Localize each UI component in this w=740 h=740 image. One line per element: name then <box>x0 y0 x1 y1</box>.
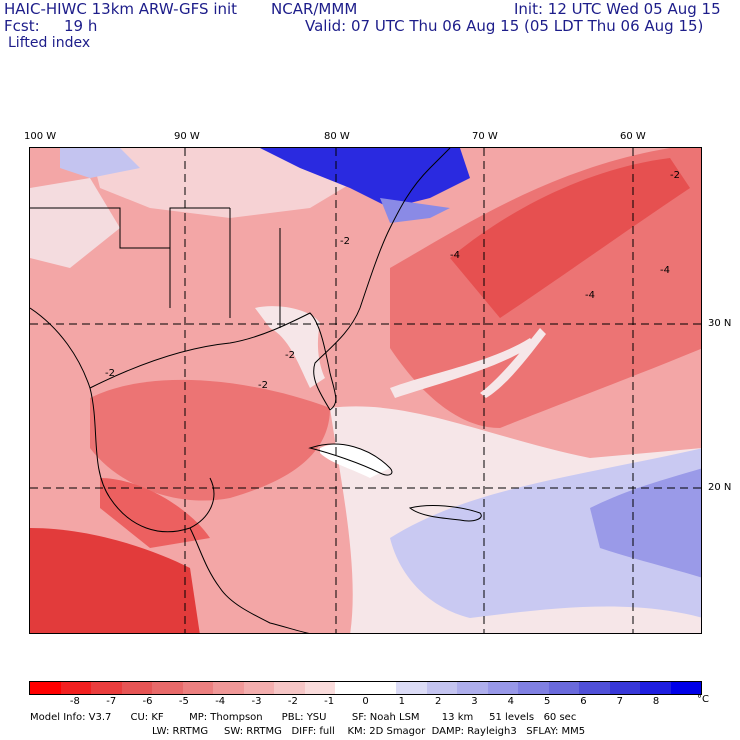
colorbar-segment <box>60 682 91 694</box>
colorbar-segment <box>670 682 701 694</box>
colorbar-segment <box>365 682 396 694</box>
forecast-label: Fcst: <box>4 17 40 35</box>
colorbar-segment <box>518 682 549 694</box>
colorbar-segment <box>243 682 274 694</box>
forecast-hour: 19 h <box>64 17 98 35</box>
hispaniola-outline <box>408 505 482 522</box>
agency-label: NCAR/MMM <box>271 0 358 18</box>
contour-label-7: -2 <box>258 380 268 391</box>
colorbar-segment <box>30 682 61 694</box>
colorbar-tick-label: 5 <box>543 696 551 707</box>
colorbar <box>29 681 702 695</box>
colorbar-tick-label: -7 <box>106 696 117 707</box>
colorbar-unit: °C <box>697 694 709 705</box>
field-pale-west <box>30 178 120 268</box>
model-info-line-2: LW: RRTMG SW: RRTMG DIFF: full KM: 2D Sm… <box>152 726 586 737</box>
lifted-index-map: -2 -4 -2 -2 -4 -2 -2 -4 <box>29 147 702 634</box>
field-pale-north <box>90 148 360 218</box>
colorbar-segment <box>91 682 122 694</box>
field-blue-nw <box>60 148 140 178</box>
colorbar-segment <box>396 682 427 694</box>
field-blue-northeast <box>260 148 470 208</box>
colorbar-tick-label: 8 <box>652 696 660 707</box>
field-name: Lifted index <box>8 35 91 51</box>
atlantic-coast <box>313 148 451 411</box>
colorbar-segment <box>152 682 183 694</box>
colorbar-segment <box>335 682 366 694</box>
colorbar-tick-label: -1 <box>324 696 335 707</box>
lon-label-80w: 80 W <box>324 131 350 142</box>
field-pale-streak-2 <box>480 328 546 398</box>
colorbar-segment <box>640 682 671 694</box>
lon-label-90w: 90 W <box>174 131 200 142</box>
colorbar-tick-label: -5 <box>178 696 189 707</box>
gulf-coast-west <box>30 307 215 533</box>
field-mexico-deep <box>30 528 200 633</box>
field-east-blue <box>590 468 701 578</box>
colorbar-segment <box>548 682 579 694</box>
colorbar-segment <box>457 682 488 694</box>
colorbar-tick-label: -4 <box>215 696 226 707</box>
contour-label-6: -2 <box>105 368 115 379</box>
lat-label-20n: 20 N <box>708 482 732 493</box>
colorbar-tick-label: -2 <box>287 696 298 707</box>
contour-label-8: -4 <box>660 265 670 276</box>
map-svg: -2 -4 -2 -2 -4 -2 -2 -4 <box>30 148 701 633</box>
field-caribbean-blue <box>390 448 701 618</box>
valid-time: Valid: 07 UTC Thu 06 Aug 15 (05 LDT Thu … <box>305 17 704 35</box>
colorbar-segment <box>487 682 518 694</box>
colorbar-tick-label: -8 <box>69 696 80 707</box>
colorbar-segment <box>304 682 335 694</box>
colorbar-tick-label: 3 <box>471 696 478 707</box>
graticule <box>30 148 701 633</box>
lon-label-100w: 100 W <box>24 131 57 142</box>
state-borders-2 <box>169 208 281 328</box>
field-lightblue-ne <box>380 198 450 223</box>
model-info-line-1: Model Info: V3.7 CU: KF MP: Thompson PBL… <box>30 712 577 723</box>
colorbar-segment <box>426 682 457 694</box>
colorbar-tick-label: -6 <box>142 696 153 707</box>
colorbar-segment <box>213 682 244 694</box>
lon-label-70w: 70 W <box>472 131 498 142</box>
contour-label-4: -2 <box>285 350 295 361</box>
colorbar-segment <box>274 682 305 694</box>
coastlines <box>30 148 482 633</box>
init-time: Init: 12 UTC Wed 05 Aug 15 <box>514 0 721 18</box>
colorbar-segment <box>121 682 152 694</box>
colorbar-segment <box>609 682 640 694</box>
state-borders-1 <box>30 207 230 249</box>
lat-label-30n: 30 N <box>708 318 732 329</box>
model-title: HAIC-HIWC 13km ARW-GFS init <box>4 0 238 18</box>
cuba-outline <box>308 443 393 476</box>
colorbar-tick-label: 0 <box>362 696 369 707</box>
contour-label-3: -2 <box>670 170 680 181</box>
central-america-coast <box>189 527 310 633</box>
gulf-coast-north <box>89 312 337 411</box>
field-florida-pale <box>255 306 325 388</box>
field-atlantic-deep <box>450 158 690 318</box>
contour-label-1: -2 <box>340 236 350 247</box>
colorbar-tick-label: -3 <box>251 696 262 707</box>
lon-label-60w: 60 W <box>620 131 646 142</box>
colorbar-tick-label: 6 <box>580 696 587 707</box>
contour-label-2: -4 <box>450 250 460 261</box>
field-gulf-red <box>90 379 330 501</box>
colorbar-segment <box>579 682 610 694</box>
contour-label-5: -4 <box>585 290 595 301</box>
field-pale-streak-1 <box>390 338 535 398</box>
colorbar-tick-label: 4 <box>507 696 514 707</box>
colorbar-segment <box>182 682 213 694</box>
colorbar-tick-label: 2 <box>434 696 442 707</box>
colorbar-tick-label: 1 <box>398 696 405 707</box>
colorbar-tick-label: 7 <box>616 696 623 707</box>
